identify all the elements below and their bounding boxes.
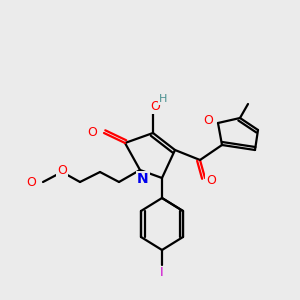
Text: O: O [203, 115, 213, 128]
Text: O: O [150, 100, 160, 113]
Text: O: O [26, 176, 36, 188]
Text: O: O [206, 175, 216, 188]
Text: I: I [160, 266, 164, 280]
Text: N: N [137, 172, 149, 186]
Text: O: O [57, 164, 67, 178]
Text: H: H [159, 94, 167, 104]
Text: O: O [87, 127, 97, 140]
